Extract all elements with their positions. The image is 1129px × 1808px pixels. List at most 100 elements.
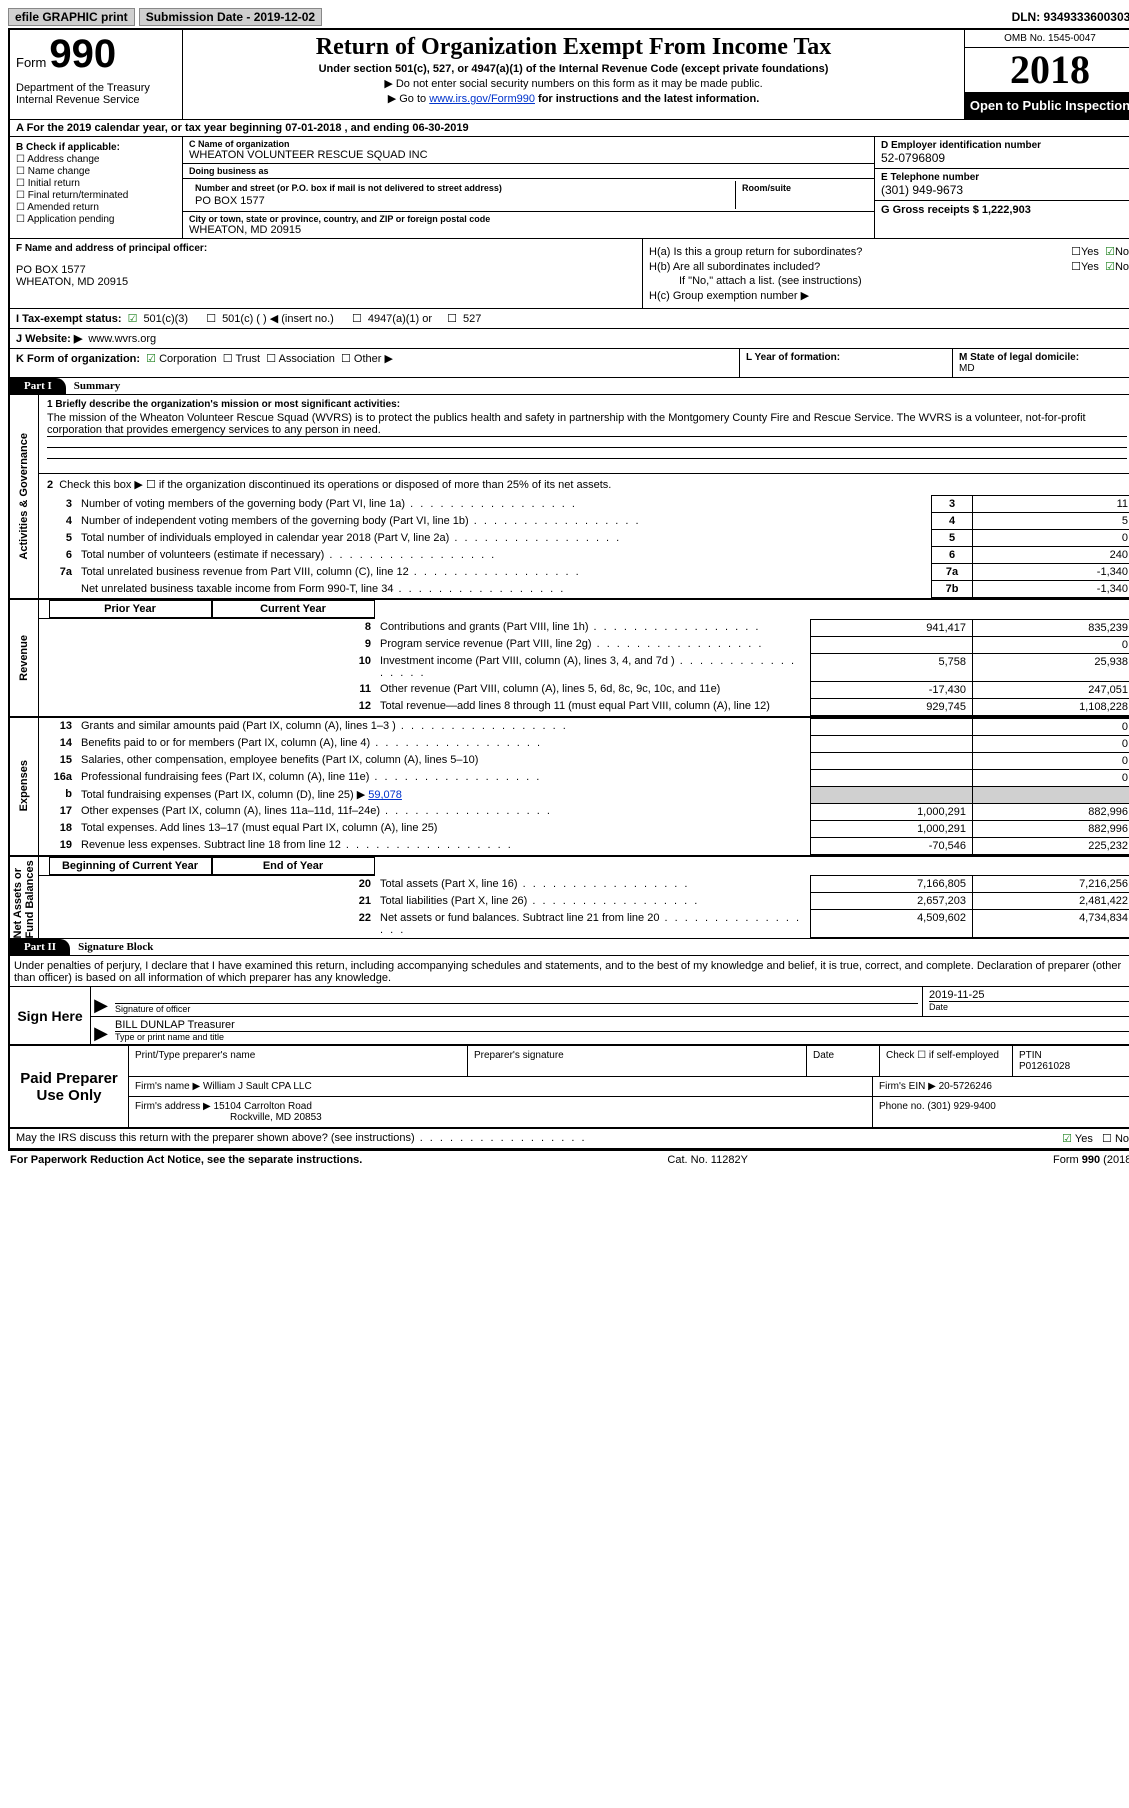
hb-yes-checkbox[interactable] [1071, 261, 1081, 273]
hdr-boy: Beginning of Current Year [49, 857, 212, 875]
rowk-label: K Form of organization: [16, 353, 140, 365]
chk-501c[interactable] [206, 312, 216, 325]
street-label: Number and street (or P.O. box if mail i… [189, 181, 735, 195]
prep-selfemp[interactable]: Check ☐ if self-employed [880, 1046, 1013, 1076]
hb-no-checkbox[interactable] [1105, 261, 1115, 273]
chk-amended-return[interactable]: Amended return [16, 202, 176, 213]
chk-other[interactable] [341, 353, 351, 365]
lbl-4947: 4947(a)(1) or [368, 313, 432, 325]
l7a-desc: Total unrelated business revenue from Pa… [76, 564, 932, 581]
l20-cy: 7,216,256 [973, 876, 1129, 893]
firm-ein-label: Firm's EIN ▶ [879, 1081, 936, 1092]
part1-bar: Part I Summary [10, 378, 1129, 395]
tel-value: (301) 949-9673 [881, 183, 1129, 197]
chk-application-pending[interactable]: Application pending [16, 214, 176, 225]
ha-yes-checkbox[interactable] [1071, 246, 1081, 258]
l21-desc: Total liabilities (Part X, line 26) [375, 893, 811, 910]
l18-cy: 882,996 [973, 820, 1129, 837]
l13-desc: Grants and similar amounts paid (Part IX… [76, 718, 811, 735]
dba-label: Doing business as [189, 166, 868, 176]
firm-phone-value: (301) 929-9400 [927, 1101, 995, 1112]
chk-assoc[interactable] [266, 353, 276, 365]
form-number: 990 [49, 32, 116, 76]
l9-py [811, 636, 973, 653]
form-container: Form 990 Department of the Treasury Inte… [8, 28, 1129, 1151]
header-right: OMB No. 1545-0047 2018 Open to Public In… [964, 30, 1129, 119]
firm-name-label: Firm's name ▶ [135, 1081, 200, 1092]
l9-desc: Program service revenue (Part VIII, line… [375, 636, 811, 653]
q1-prompt: 1 Briefly describe the organization's mi… [47, 399, 1127, 410]
l20-desc: Total assets (Part X, line 16) [375, 876, 811, 893]
l16a-py [811, 769, 973, 786]
chk-final-return[interactable]: Final return/terminated [16, 190, 176, 201]
hb-no-label: No [1115, 261, 1129, 273]
section-activities: Activities & Governance 1 Briefly descri… [10, 395, 1129, 600]
irs-link[interactable]: www.irs.gov/Form990 [429, 93, 535, 105]
form-word: Form [16, 55, 46, 70]
city-value: WHEATON, MD 20915 [189, 224, 868, 236]
l5-desc: Total number of individuals employed in … [76, 530, 932, 547]
chk-corp[interactable] [146, 353, 156, 365]
col-b-checkboxes: B Check if applicable: Address change Na… [10, 137, 183, 238]
l19-cy: 225,232 [973, 837, 1129, 854]
chk-name-change[interactable]: Name change [16, 166, 176, 177]
q2-text: Check this box ▶ ☐ if the organization d… [59, 479, 611, 491]
part1-tab: Part I [10, 378, 66, 394]
rowm-val: MD [959, 363, 975, 374]
l13-py [811, 718, 973, 735]
lbl-501c3: 501(c)(3) [143, 313, 188, 325]
prep-ptin: PTIN P01261028 [1013, 1046, 1129, 1076]
l3-val: 11 [973, 496, 1129, 513]
l12-py: 929,745 [811, 698, 973, 715]
l14-cy: 0 [973, 735, 1129, 752]
hc-question: H(c) Group exemption number ▶ [649, 289, 1129, 302]
lbl-trust: Trust [235, 353, 260, 365]
side-revenue: Revenue [10, 600, 39, 716]
footer-mid: Cat. No. 11282Y [667, 1154, 748, 1166]
l16a-cy: 0 [973, 769, 1129, 786]
l17-py: 1,000,291 [811, 803, 973, 820]
firm-ein-value: 20-5726246 [939, 1081, 992, 1092]
submission-date: Submission Date - 2019-12-02 [139, 8, 322, 26]
sig-date-value: 2019-11-25 [929, 989, 1129, 1001]
lbl-other: Other ▶ [354, 353, 393, 365]
hdr-eoy: End of Year [212, 857, 375, 875]
note-ssn: ▶ Do not enter social security numbers o… [191, 77, 956, 90]
part2-bar: Part II Signature Block [10, 939, 1129, 956]
l17-cy: 882,996 [973, 803, 1129, 820]
chk-address-change[interactable]: Address change [16, 154, 176, 165]
signature-block: Under penalties of perjury, I declare th… [10, 958, 1129, 1149]
firm-addr1: 15104 Carrolton Road [214, 1101, 312, 1112]
l16b-link[interactable]: 59,078 [368, 789, 402, 801]
chk-initial-return[interactable]: Initial return [16, 178, 176, 189]
expenses-table: 13Grants and similar amounts paid (Part … [39, 718, 1129, 855]
q2-discontinued: 2 Check this box ▶ ☐ if the organization… [39, 474, 1129, 495]
paid-preparer-label: Paid Preparer Use Only [10, 1046, 128, 1127]
chk-4947[interactable] [352, 312, 362, 325]
page-footer: For Paperwork Reduction Act Notice, see … [8, 1151, 1129, 1169]
discuss-no-checkbox[interactable] [1102, 1133, 1112, 1145]
dln: DLN: 93493336003039 [1012, 10, 1129, 24]
footer-left: For Paperwork Reduction Act Notice, see … [10, 1154, 362, 1166]
part2-title: Signature Block [70, 939, 161, 955]
section-expenses: Expenses 13Grants and similar amounts pa… [10, 718, 1129, 857]
ha-no-checkbox[interactable] [1105, 246, 1115, 258]
efile-print-button[interactable]: efile GRAPHIC print [8, 8, 135, 26]
city-label: City or town, state or province, country… [189, 214, 868, 224]
hdr-current-year: Current Year [212, 600, 375, 618]
chk-trust[interactable] [223, 353, 233, 365]
prep-sig-hdr: Preparer's signature [468, 1046, 807, 1076]
room-label: Room/suite [742, 183, 862, 193]
footer-right: Form 990 (2018) [1053, 1154, 1129, 1166]
chk-527[interactable] [447, 312, 457, 325]
l16b-py [811, 786, 973, 803]
l8-cy: 835,239 [973, 619, 1129, 636]
discuss-yes-checkbox[interactable] [1062, 1133, 1072, 1145]
note2-pre: ▶ Go to [388, 93, 429, 105]
website-value: www.wvrs.org [88, 333, 156, 345]
chk-501c3[interactable] [128, 312, 138, 325]
officer-name-label: Type or print name and title [115, 1031, 1129, 1042]
l22-py: 4,509,602 [811, 910, 973, 938]
l6-val: 240 [973, 547, 1129, 564]
rowi-label: I Tax-exempt status: [16, 313, 122, 325]
